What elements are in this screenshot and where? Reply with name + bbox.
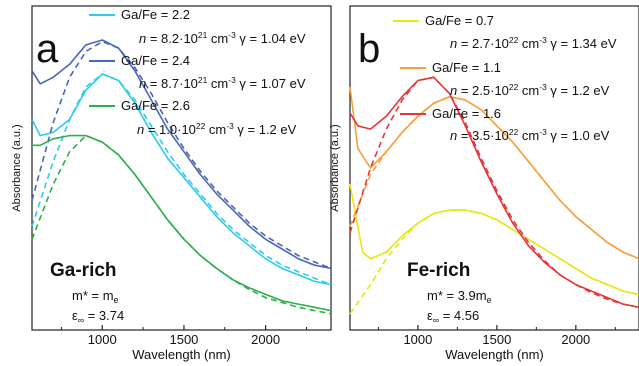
y-axis-label: Absorbance (a.u.) bbox=[11, 124, 23, 211]
legend-entry: Ga/Fe = 1.6 bbox=[432, 106, 501, 121]
plot-frame bbox=[31, 5, 332, 331]
series-fit-ga-fe-1-1 bbox=[349, 95, 639, 260]
series-measured-ga-fe-1-6 bbox=[349, 76, 639, 309]
x-tick-label: 2000 bbox=[251, 332, 280, 347]
x-tick-label: 2000 bbox=[561, 332, 590, 347]
series-fit-ga-fe-2-4 bbox=[31, 40, 332, 270]
legend-params: n = 1.0·1022 cm-3 γ = 1.2 eV bbox=[137, 121, 297, 137]
effective-mass-label: m* = 3.9me bbox=[427, 288, 492, 305]
legend-entry: Ga/Fe = 2.2 bbox=[121, 7, 190, 22]
panel-a: 1000 1500 2000 Wavelength (nm) Absorbance (a… bbox=[11, 5, 332, 362]
series-fit-ga-fe-1-6 bbox=[349, 76, 639, 309]
panel-title: Ga-rich bbox=[50, 260, 117, 281]
x-tick-label: 1000 bbox=[88, 332, 117, 347]
legend-entry: Ga/Fe = 2.4 bbox=[121, 53, 190, 68]
x-tick-label: 1500 bbox=[169, 332, 198, 347]
permittivity-label: ε∞ = 4.56 bbox=[427, 308, 479, 325]
legend-params: n = 8.7·1021 cm-3 γ = 1.07 eV bbox=[139, 75, 306, 91]
panel-letter: b bbox=[358, 27, 380, 71]
series-fit-ga-fe-2-6 bbox=[31, 134, 332, 315]
y-axis-label: Absorbance (a.u.) bbox=[329, 124, 341, 211]
permittivity-label: ε∞ = 3.74 bbox=[72, 308, 124, 325]
legend-entry: Ga/Fe = 2.6 bbox=[121, 98, 190, 113]
panel-title: Fe-rich bbox=[407, 260, 470, 281]
x-axis-label: Wavelength (nm) bbox=[132, 347, 231, 362]
x-tick-label: 1500 bbox=[482, 332, 511, 347]
series-fit-ga-fe-2-2 bbox=[31, 73, 332, 286]
series-measured-ga-fe-0-7 bbox=[349, 184, 639, 296]
plot-frame bbox=[349, 5, 639, 331]
legend-params: n = 3.5·1022 cm-3 γ = 1.0 eV bbox=[450, 127, 610, 143]
legend-params: n = 2.7·1022 cm-3 γ = 1.34 eV bbox=[450, 35, 617, 51]
x-tick-label: 1000 bbox=[403, 332, 432, 347]
legend-params: n = 8.2·1021 cm-3 γ = 1.04 eV bbox=[139, 30, 306, 46]
x-axis-label: Wavelength (nm) bbox=[445, 347, 544, 362]
legend-entry: Ga/Fe = 1.1 bbox=[432, 60, 501, 75]
panel-b: 1000 1500 2000 Wavelength (nm) Absorbance (a… bbox=[329, 5, 639, 362]
legend-entry: Ga/Fe = 0.7 bbox=[425, 13, 494, 28]
effective-mass-label: m* = me bbox=[72, 288, 119, 305]
series-measured-ga-fe-2-6 bbox=[32, 134, 332, 312]
panel-letter: a bbox=[36, 27, 59, 71]
series-measured-ga-fe-2-2 bbox=[31, 73, 332, 286]
legend-params: n = 2.5·1022 cm-3 γ = 1.2 eV bbox=[450, 82, 610, 98]
series-measured-ga-fe-2-4 bbox=[31, 39, 332, 270]
series-fit-ga-fe-0-7 bbox=[349, 209, 639, 315]
